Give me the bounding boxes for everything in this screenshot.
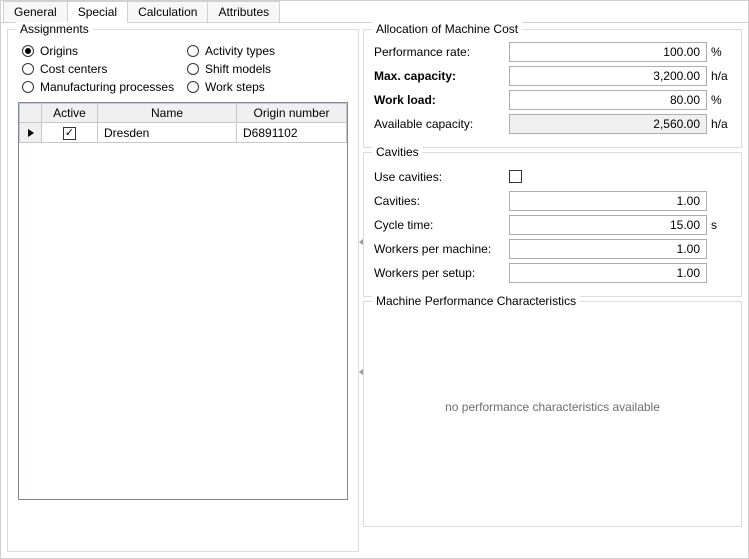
checkbox-icon[interactable]	[63, 127, 76, 140]
radio-icon	[187, 81, 199, 93]
unit-work-load: %	[707, 93, 731, 107]
tab-content: Assignments Origins Activity types Cost …	[1, 23, 748, 558]
radio-work-steps[interactable]: Work steps	[187, 80, 344, 94]
radio-origins[interactable]: Origins	[22, 44, 179, 58]
allocation-title: Allocation of Machine Cost	[372, 22, 522, 36]
label-available-capacity: Available capacity:	[374, 117, 509, 131]
radio-label: Work steps	[205, 80, 265, 94]
performance-empty-message: no performance characteristics available	[374, 310, 731, 414]
radio-icon	[22, 45, 34, 57]
table-row[interactable]: Dresden D6891102	[20, 123, 347, 143]
row-indicator	[20, 123, 42, 143]
tab-special[interactable]: Special	[67, 1, 128, 23]
input-workers-per-machine[interactable]	[509, 239, 707, 259]
label-max-capacity: Max. capacity:	[374, 69, 509, 83]
radio-label: Cost centers	[40, 62, 107, 76]
tab-calculation[interactable]: Calculation	[127, 1, 208, 22]
label-workers-per-setup: Workers per setup:	[374, 266, 509, 280]
assignments-group: Assignments Origins Activity types Cost …	[7, 29, 359, 552]
label-use-cavities: Use cavities:	[374, 170, 509, 184]
row-cavities: Cavities:	[374, 190, 731, 211]
radio-label: Manufacturing processes	[40, 80, 174, 94]
cavities-title: Cavities	[372, 145, 423, 159]
cell-name[interactable]: Dresden	[98, 123, 237, 143]
input-cycle-time[interactable]	[509, 215, 707, 235]
radio-icon	[187, 45, 199, 57]
tab-strip: General Special Calculation Attributes	[1, 1, 748, 23]
row-work-load: Work load: %	[374, 89, 731, 110]
input-available-capacity	[509, 114, 707, 134]
label-cycle-time: Cycle time:	[374, 218, 509, 232]
radio-manufacturing-processes[interactable]: Manufacturing processes	[22, 80, 179, 94]
assignments-radio-grid: Origins Activity types Cost centers Shif…	[18, 38, 348, 102]
cavities-group: Cavities Use cavities: Cavities: Cycle t…	[363, 152, 742, 297]
cell-origin-number[interactable]: D6891102	[237, 123, 347, 143]
radio-shift-models[interactable]: Shift models	[187, 62, 344, 76]
radio-label: Activity types	[205, 44, 275, 58]
input-cavities[interactable]	[509, 191, 707, 211]
input-workers-per-setup[interactable]	[509, 263, 707, 283]
col-name[interactable]: Name	[98, 104, 237, 123]
row-max-capacity: Max. capacity: h/a	[374, 65, 731, 86]
radio-activity-types[interactable]: Activity types	[187, 44, 344, 58]
unit-available-capacity: h/a	[707, 117, 731, 131]
row-performance-rate: Performance rate: %	[374, 41, 731, 62]
unit-cycle-time: s	[707, 218, 731, 232]
assignments-title: Assignments	[16, 22, 93, 36]
tab-general[interactable]: General	[3, 1, 68, 22]
input-performance-rate[interactable]	[509, 42, 707, 62]
dialog-window: General Special Calculation Attributes A…	[0, 0, 749, 559]
row-workers-per-setup: Workers per setup:	[374, 262, 731, 283]
col-active[interactable]: Active	[42, 104, 98, 123]
row-cycle-time: Cycle time: s	[374, 214, 731, 235]
label-performance-rate: Performance rate:	[374, 45, 509, 59]
label-cavities: Cavities:	[374, 194, 509, 208]
cell-active[interactable]	[42, 123, 98, 143]
current-row-arrow-icon	[28, 129, 34, 137]
allocation-group: Allocation of Machine Cost Performance r…	[363, 29, 742, 148]
left-pane: Assignments Origins Activity types Cost …	[7, 29, 359, 552]
performance-group: Machine Performance Characteristics no p…	[363, 301, 742, 527]
assignments-table: Active Name Origin number Dresden D68911…	[19, 103, 347, 143]
label-workers-per-machine: Workers per machine:	[374, 242, 509, 256]
checkbox-use-cavities[interactable]	[509, 170, 522, 183]
radio-label: Origins	[40, 44, 78, 58]
row-available-capacity: Available capacity: h/a	[374, 113, 731, 134]
input-max-capacity[interactable]	[509, 66, 707, 86]
radio-icon	[187, 63, 199, 75]
performance-title: Machine Performance Characteristics	[372, 294, 580, 308]
col-origin-number[interactable]: Origin number	[237, 104, 347, 123]
unit-max-capacity: h/a	[707, 69, 731, 83]
radio-icon	[22, 63, 34, 75]
radio-cost-centers[interactable]: Cost centers	[22, 62, 179, 76]
right-pane: Allocation of Machine Cost Performance r…	[363, 29, 742, 552]
row-workers-per-machine: Workers per machine:	[374, 238, 731, 259]
input-work-load[interactable]	[509, 90, 707, 110]
table-corner	[20, 104, 42, 123]
radio-icon	[22, 81, 34, 93]
assignments-table-wrap: Active Name Origin number Dresden D68911…	[18, 102, 348, 500]
radio-label: Shift models	[205, 62, 271, 76]
tab-attributes[interactable]: Attributes	[207, 1, 280, 22]
row-use-cavities: Use cavities:	[374, 166, 731, 187]
unit-performance-rate: %	[707, 45, 731, 59]
label-work-load: Work load:	[374, 93, 509, 107]
